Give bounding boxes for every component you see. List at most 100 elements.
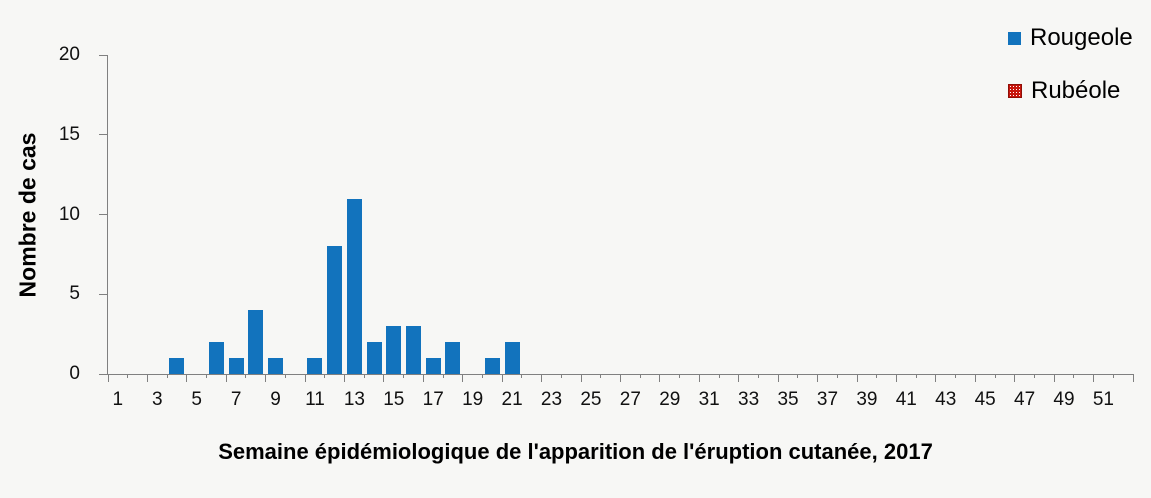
x-minor-tick (600, 374, 602, 378)
bar-rougeole-week-17 (425, 358, 441, 374)
x-major-tick (107, 374, 109, 382)
x-tick-label: 31 (698, 389, 720, 410)
x-tick-label: 17 (422, 389, 444, 410)
x-minor-tick (757, 374, 759, 378)
x-major-tick (146, 374, 148, 382)
x-tick-label: 35 (777, 389, 799, 410)
x-minor-tick (206, 374, 208, 378)
x-tick-label: 37 (816, 389, 839, 410)
x-major-tick (895, 374, 897, 382)
x-major-tick (541, 374, 543, 382)
x-tick-label: 19 (462, 389, 484, 410)
x-minor-tick (127, 374, 129, 378)
x-major-tick (462, 374, 464, 382)
x-minor-tick (994, 374, 996, 378)
x-minor-tick (324, 374, 326, 378)
x-minor-tick (482, 374, 484, 378)
x-major-tick (304, 374, 306, 382)
x-tick-label: 7 (230, 389, 242, 410)
x-minor-tick (718, 374, 720, 378)
x-minor-tick (245, 374, 247, 378)
bar-rougeole-week-6 (208, 342, 224, 374)
x-minor-tick (521, 374, 523, 378)
x-minor-tick (797, 374, 799, 378)
x-tick-label: 1 (112, 389, 124, 410)
x-minor-tick (679, 374, 681, 378)
legend-item-rougeole: Rougeole (1008, 24, 1133, 52)
x-tick-label: 23 (540, 389, 563, 410)
bar-rougeole-week-4 (169, 358, 185, 374)
x-tick-label: 3 (151, 389, 163, 410)
x-minor-tick (403, 374, 405, 378)
x-major-tick (265, 374, 267, 382)
x-tick-label: 15 (383, 389, 405, 410)
x-tick-label: 43 (935, 389, 957, 410)
x-minor-tick (560, 374, 562, 378)
x-tick-label: 27 (619, 389, 641, 410)
x-major-tick (777, 374, 779, 382)
x-minor-tick (1073, 374, 1075, 378)
bar-rougeole-week-11 (307, 358, 323, 374)
x-tick-label: 33 (738, 389, 760, 410)
y-tick (99, 293, 107, 295)
y-tick-label: 20 (58, 44, 80, 65)
rougeole-swatch-icon (1008, 31, 1021, 45)
x-minor-tick (955, 374, 957, 378)
x-tick-label: 9 (270, 389, 281, 410)
legend-label-rubeole: Rubéole (1031, 77, 1121, 104)
y-tick-label: 10 (58, 203, 80, 225)
x-major-tick (186, 374, 188, 382)
x-major-tick (580, 374, 582, 382)
x-minor-tick (442, 374, 444, 378)
x-major-tick (383, 374, 385, 382)
x-major-tick (501, 374, 503, 382)
x-major-tick (1014, 374, 1016, 382)
x-major-tick (620, 374, 621, 382)
x-major-tick (1093, 374, 1095, 382)
x-minor-tick (1033, 374, 1035, 378)
x-major-tick (422, 374, 424, 382)
y-tick (99, 134, 107, 136)
rubeole-swatch-icon (1008, 84, 1022, 98)
x-major-tick (344, 374, 346, 382)
x-minor-tick (284, 374, 286, 378)
x-tick-label: 21 (501, 389, 523, 410)
y-tick (99, 54, 107, 56)
x-major-tick (1132, 374, 1134, 382)
bar-rougeole-week-18 (445, 342, 461, 374)
y-tick-label: 5 (69, 283, 80, 305)
x-major-tick (225, 374, 227, 382)
x-major-tick (698, 374, 700, 382)
x-tick-label: 41 (895, 389, 917, 410)
x-tick-label: 45 (974, 389, 996, 410)
x-axis-title: Semaine épidémiologique de l'apparition … (218, 439, 933, 464)
x-tick-label: 25 (580, 389, 602, 410)
legend-item-rubeole: Rubéole (1008, 77, 1133, 105)
bar-rougeole-week-14 (366, 342, 382, 374)
bar-rougeole-week-7 (228, 358, 244, 374)
x-minor-tick (915, 374, 917, 378)
x-major-tick (738, 374, 740, 382)
bar-rougeole-week-20 (484, 358, 500, 374)
x-major-tick (817, 374, 819, 382)
y-tick-label: 15 (58, 123, 80, 145)
x-major-tick (659, 374, 661, 382)
x-major-tick (935, 374, 937, 382)
x-tick-label: 13 (343, 389, 365, 410)
x-minor-tick (1112, 374, 1114, 378)
x-tick-label: 11 (305, 389, 325, 410)
y-tick (99, 373, 107, 375)
bar-rougeole-week-21 (504, 342, 520, 374)
x-minor-tick (876, 374, 878, 378)
x-major-tick (974, 374, 976, 382)
x-major-tick (1053, 374, 1055, 382)
x-tick-label: 5 (191, 389, 202, 410)
x-tick-label: 51 (1092, 389, 1114, 410)
x-minor-tick (166, 374, 168, 378)
bar-rougeole-week-15 (386, 326, 402, 374)
x-tick-label: 49 (1053, 389, 1075, 410)
bar-rougeole-week-9 (268, 358, 284, 374)
plot-area: 1 3 5 7 9 11 13 15 17 19 21 23 25 27 29 31 33 35 37 39 41 43 4… (59, 44, 1134, 410)
x-minor-tick (363, 374, 365, 378)
